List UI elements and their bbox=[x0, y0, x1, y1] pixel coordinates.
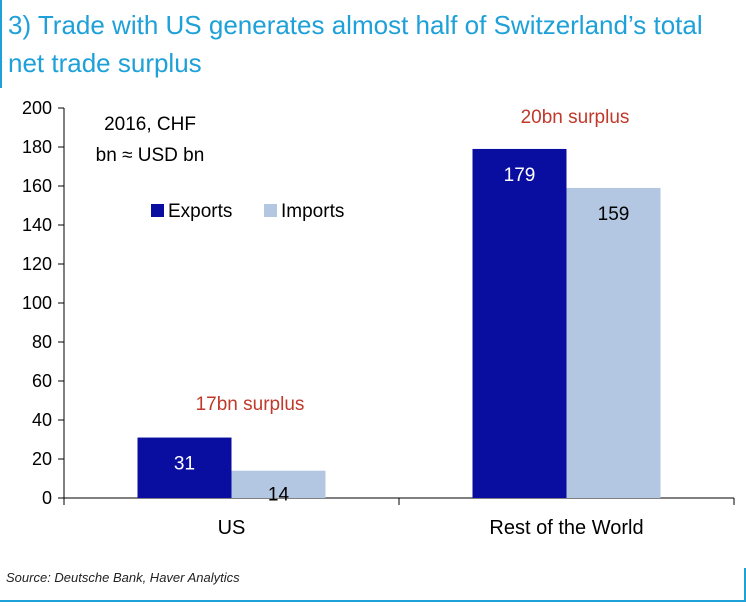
unit-note-line: 2016, CHF bbox=[104, 114, 196, 135]
title-accent-bar bbox=[0, 0, 2, 88]
surplus-annotation: 17bn surplus bbox=[196, 394, 305, 415]
chart-title: 3) Trade with US generates almost half o… bbox=[8, 10, 703, 78]
bar-value-label: 159 bbox=[598, 204, 630, 225]
y-tick-label: 200 bbox=[22, 98, 52, 118]
labels: US 31 14 Rest of the World 179 159 17bn surplu… bbox=[96, 107, 644, 539]
y-tick-label: 20 bbox=[32, 449, 52, 469]
legend-swatch-exports bbox=[151, 204, 164, 217]
bar-imports bbox=[231, 470, 326, 498]
unit-note-line: bn ≈ USD bn bbox=[96, 145, 205, 166]
bar-value-label: 14 bbox=[268, 485, 290, 506]
bars bbox=[137, 148, 661, 498]
legend-swatch-imports bbox=[264, 204, 277, 217]
source-note: Source: Deutsche Bank, Haver Analytics bbox=[6, 570, 240, 585]
bar-value-label: 179 bbox=[504, 165, 536, 186]
y-tick-label: 80 bbox=[32, 332, 52, 352]
bar-value-label: 31 bbox=[174, 454, 195, 475]
bar-imports bbox=[566, 187, 661, 498]
y-tick-label: 120 bbox=[22, 254, 52, 274]
y-tick-label: 40 bbox=[32, 410, 52, 430]
y-tick-label: 180 bbox=[22, 137, 52, 157]
bar-exports bbox=[137, 437, 232, 498]
y-tick-label: 60 bbox=[32, 371, 52, 391]
legend-label-exports: Exports bbox=[168, 201, 232, 222]
y-tick-label: 160 bbox=[22, 176, 52, 196]
surplus-annotation: 20bn surplus bbox=[521, 107, 630, 128]
frame-bottom-edge bbox=[0, 600, 746, 602]
axes: 0 20 40 60 80 100 120 140 160 180 200 bbox=[22, 98, 735, 508]
y-tick-label: 100 bbox=[22, 293, 52, 313]
x-category-label: Rest of the World bbox=[489, 517, 643, 539]
legend-label-imports: Imports bbox=[281, 201, 344, 222]
x-category-label: US bbox=[218, 517, 246, 539]
frame-right-edge bbox=[744, 568, 746, 600]
bar-exports bbox=[472, 148, 567, 498]
y-tick-label: 140 bbox=[22, 215, 52, 235]
y-tick-label: 0 bbox=[42, 488, 52, 508]
